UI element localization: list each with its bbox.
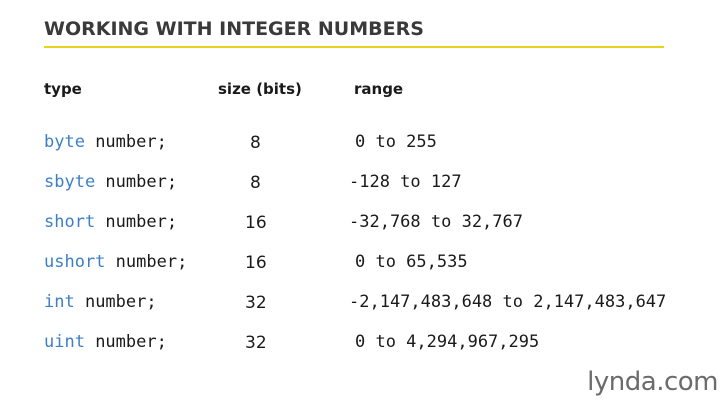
range-value: 0 to 255 <box>355 132 437 152</box>
size-value: 16 <box>245 253 267 273</box>
table-row: uint number; 32 0 to 4,294,967,295 <box>0 332 727 362</box>
declaration-rest: number; <box>84 332 167 352</box>
title-underline <box>44 46 664 48</box>
declaration: sbyte number; <box>44 172 177 192</box>
table-row: sbyte number; 8 -128 to 127 <box>0 172 727 202</box>
header-type: type <box>44 80 82 98</box>
declaration: short number; <box>44 212 177 232</box>
declaration-rest: number; <box>105 252 188 272</box>
declaration-rest: number; <box>74 292 157 312</box>
range-value: 0 to 4,294,967,295 <box>355 332 540 352</box>
range-value: -32,768 to 32,767 <box>349 212 523 232</box>
table-row: byte number; 8 0 to 255 <box>0 132 727 162</box>
type-keyword: sbyte <box>44 172 96 192</box>
size-value: 32 <box>245 333 267 353</box>
slide-title: WORKING WITH INTEGER NUMBERS <box>44 18 424 40</box>
declaration: uint number; <box>44 332 167 352</box>
declaration: int number; <box>44 292 157 312</box>
range-value: 0 to 65,535 <box>355 252 468 272</box>
table-row: ushort number; 16 0 to 65,535 <box>0 252 727 282</box>
table-row: int number; 32 -2,147,483,648 to 2,147,4… <box>0 292 727 322</box>
range-value: -128 to 127 <box>349 172 462 192</box>
declaration: byte number; <box>44 132 167 152</box>
type-keyword: short <box>44 212 96 232</box>
range-value: -2,147,483,648 to 2,147,483,647 <box>349 292 667 312</box>
type-keyword: ushort <box>44 252 106 272</box>
size-value: 32 <box>245 293 267 313</box>
type-keyword: uint <box>44 332 85 352</box>
size-value: 16 <box>245 213 267 233</box>
type-keyword: byte <box>44 132 85 152</box>
lynda-logo: lynda.com <box>587 367 718 397</box>
size-value: 8 <box>250 133 261 153</box>
declaration-rest: number; <box>95 172 178 192</box>
header-range: range <box>354 80 404 98</box>
type-keyword: int <box>44 292 75 312</box>
table-row: short number; 16 -32,768 to 32,767 <box>0 212 727 242</box>
declaration-rest: number; <box>84 132 167 152</box>
header-size: size (bits) <box>218 80 302 98</box>
declaration-rest: number; <box>95 212 178 232</box>
size-value: 8 <box>250 173 261 193</box>
declaration: ushort number; <box>44 252 187 272</box>
